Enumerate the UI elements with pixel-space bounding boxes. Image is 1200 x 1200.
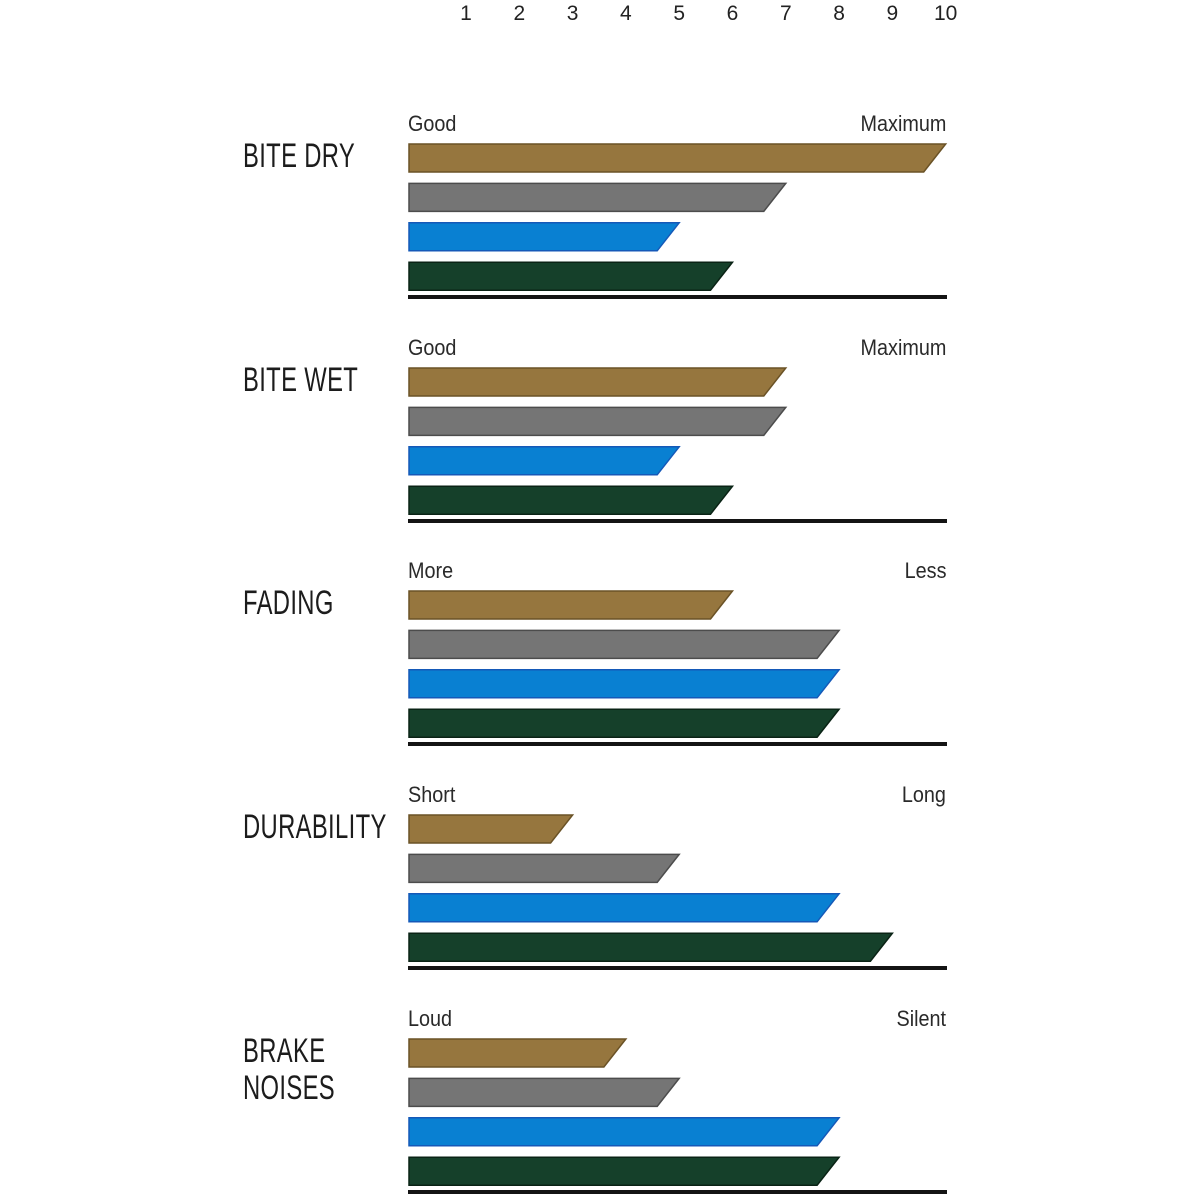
axis-tick-1: 1 <box>460 2 472 25</box>
bar-green <box>408 932 894 962</box>
axis-tick-3: 3 <box>566 2 579 25</box>
bar-gray <box>408 182 788 213</box>
bars-plot <box>408 367 788 515</box>
bar-green <box>408 485 735 515</box>
bar-gray <box>408 853 681 884</box>
bars-plot <box>408 1038 841 1186</box>
group-baseline <box>408 295 947 299</box>
chart-group-bite-wet: BITE WET Good Maximum <box>0 336 1200 531</box>
bar-green <box>408 1156 841 1186</box>
group-baseline <box>408 966 947 970</box>
bar-blue <box>408 669 841 699</box>
category-label: BRAKE NOISES <box>243 1032 336 1107</box>
category-label: FADING <box>243 584 334 622</box>
scale-right-label: Silent <box>896 1006 946 1031</box>
scale-left-label: Good <box>408 335 457 360</box>
axis-tick-4: 4 <box>620 2 632 25</box>
bar-green <box>408 708 841 738</box>
bars-plot <box>408 814 894 962</box>
chart-group-fading: FADING More Less <box>0 559 1200 754</box>
scale-left-label: Loud <box>408 1006 453 1031</box>
category-label: BITE DRY <box>243 137 356 175</box>
bar-gold <box>408 1038 628 1068</box>
group-baseline <box>408 742 947 746</box>
axis-tick-9: 9 <box>886 2 899 25</box>
scale-left-label: Good <box>408 111 457 136</box>
bar-gold <box>408 814 575 844</box>
scale-left-label: Short <box>408 782 456 807</box>
bar-gray <box>408 406 788 437</box>
scale-left-label: More <box>408 558 454 583</box>
bar-green <box>408 261 735 291</box>
bar-blue <box>408 1117 841 1147</box>
category-label: BITE WET <box>243 361 359 399</box>
axis-tick-7: 7 <box>779 2 792 25</box>
bars-plot <box>408 590 841 738</box>
category-label: DURABILITY <box>243 808 387 846</box>
bar-blue <box>408 446 681 476</box>
bar-gold <box>408 590 735 620</box>
chart-group-brake-noises: BRAKE NOISES Loud Silent <box>0 1007 1200 1200</box>
scale-right-label: Maximum <box>860 111 946 136</box>
bar-gray <box>408 1077 681 1108</box>
scale-axis: 1 2 3 4 5 6 7 8 9 10 <box>0 2 1200 28</box>
scale-right-label: Long <box>901 782 946 807</box>
bar-gold <box>408 367 788 397</box>
group-baseline <box>408 519 947 523</box>
scale-right-label: Less <box>904 558 946 583</box>
group-baseline <box>408 1190 947 1194</box>
bar-gold <box>408 143 948 173</box>
axis-tick-6: 6 <box>726 2 739 25</box>
axis-tick-8: 8 <box>833 2 845 25</box>
axis-tick-10: 10 <box>934 2 958 25</box>
chart-group-bite-dry: BITE DRY Good Maximum <box>0 112 1200 307</box>
bar-gray <box>408 629 841 660</box>
axis-tick-5: 5 <box>673 2 686 25</box>
chart-group-durability: DURABILITY Short Long <box>0 783 1200 978</box>
scale-right-label: Maximum <box>860 335 946 360</box>
bar-blue <box>408 222 681 252</box>
bar-blue <box>408 893 841 923</box>
bars-plot <box>408 143 948 291</box>
axis-tick-2: 2 <box>513 2 526 25</box>
